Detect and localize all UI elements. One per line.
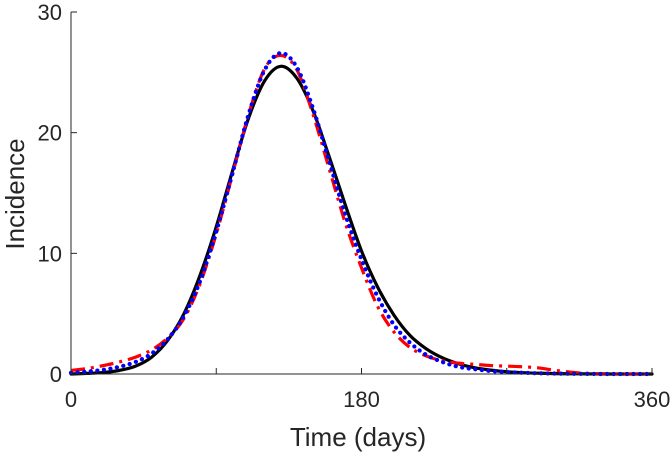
axes: 0 180 360 0 10 20 30 [38,0,671,412]
x-tick-label: 0 [65,387,77,412]
y-tick-label: 20 [38,121,62,146]
x-axis-title: Time (days) [290,422,426,452]
series-dashdot-line [70,53,653,376]
series-dotted-line [68,50,655,377]
plot-area [68,50,655,377]
y-tick-label: 30 [38,0,62,25]
series-solid-line [69,64,654,376]
x-tick-label: 180 [343,387,380,412]
y-axis-title: Incidence [0,138,30,249]
y-tick-label: 10 [38,241,62,266]
y-tick-label: 0 [50,362,62,387]
x-tick-label: 360 [634,387,671,412]
